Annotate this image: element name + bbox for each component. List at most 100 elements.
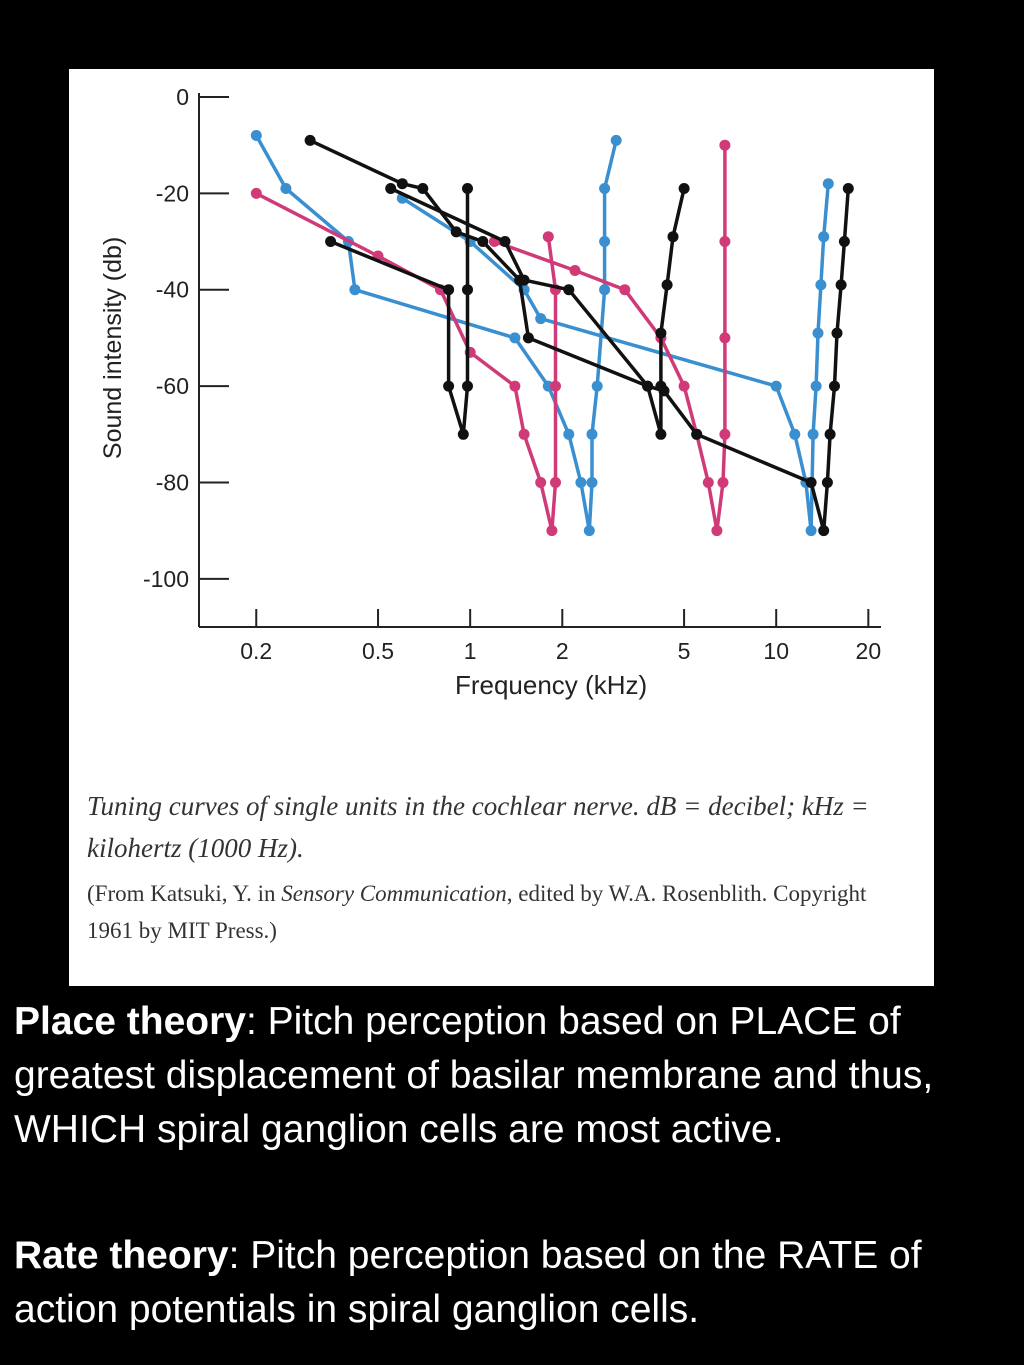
data-point bbox=[443, 380, 455, 392]
data-point bbox=[835, 279, 847, 291]
data-point bbox=[824, 428, 836, 440]
data-point bbox=[838, 236, 850, 247]
series-line-2 bbox=[401, 183, 831, 533]
data-point bbox=[818, 231, 830, 243]
data-point bbox=[831, 327, 843, 339]
y-tick-label: -20 bbox=[156, 180, 189, 206]
data-point bbox=[550, 380, 561, 392]
y-axis-label: Sound intensity (db) bbox=[99, 237, 127, 459]
data-point bbox=[325, 236, 337, 247]
data-point bbox=[619, 284, 631, 296]
data-point bbox=[462, 183, 473, 194]
data-point bbox=[450, 226, 462, 238]
data-point bbox=[280, 183, 292, 194]
x-tick-label: 0.2 bbox=[240, 638, 272, 664]
y-tick-label: -100 bbox=[143, 566, 189, 592]
data-point bbox=[250, 130, 262, 141]
y-tick-label: -80 bbox=[156, 469, 189, 495]
data-point bbox=[815, 279, 827, 291]
data-point bbox=[550, 477, 561, 488]
data-point bbox=[610, 134, 622, 146]
x-tick-label: 0.5 bbox=[362, 638, 394, 664]
place-theory-paragraph: Place theory: Pitch perception based on … bbox=[14, 995, 1019, 1157]
data-point bbox=[542, 231, 554, 243]
data-point bbox=[457, 428, 469, 440]
data-point bbox=[719, 139, 731, 151]
data-point bbox=[575, 477, 587, 488]
data-point bbox=[535, 313, 547, 325]
data-point bbox=[719, 236, 731, 247]
data-point bbox=[818, 525, 830, 537]
place-theory-text: : Pitch perception based on PLACE of gre… bbox=[14, 1000, 934, 1151]
data-point bbox=[655, 380, 667, 392]
data-point bbox=[711, 525, 723, 537]
x-tick-label: 20 bbox=[856, 638, 882, 664]
data-point bbox=[518, 428, 530, 440]
data-point bbox=[569, 265, 581, 276]
data-point bbox=[385, 183, 397, 194]
data-point bbox=[583, 525, 595, 537]
data-point bbox=[304, 134, 316, 146]
data-point bbox=[599, 284, 611, 296]
x-tick-label: 10 bbox=[763, 638, 789, 664]
x-tick-label: 5 bbox=[678, 638, 691, 664]
credit-suffix: , edited by W.A. Rosenblith. Copyright 1… bbox=[87, 881, 867, 943]
data-point bbox=[719, 332, 731, 344]
data-point bbox=[812, 327, 824, 339]
data-point bbox=[829, 380, 840, 392]
data-point bbox=[518, 274, 530, 286]
data-point bbox=[691, 428, 703, 440]
y-tick-label: 0 bbox=[176, 84, 189, 110]
data-point bbox=[349, 284, 361, 296]
data-point bbox=[821, 477, 833, 488]
data-point bbox=[563, 428, 575, 440]
data-point bbox=[509, 332, 521, 344]
data-point bbox=[655, 428, 667, 440]
data-point bbox=[462, 380, 473, 392]
data-point bbox=[522, 332, 534, 344]
data-point bbox=[717, 477, 729, 488]
data-point bbox=[509, 380, 521, 392]
credit-book-title: Sensory Communication bbox=[281, 881, 507, 906]
data-point bbox=[591, 380, 603, 392]
rate-theory-term: Rate theory bbox=[14, 1234, 229, 1277]
figure-credit: (From Katsuki, Y. in Sensory Communicati… bbox=[87, 875, 887, 949]
y-tick-label: -60 bbox=[156, 373, 189, 399]
x-axis-label: Frequency (kHz) bbox=[455, 670, 647, 700]
data-point bbox=[770, 380, 782, 392]
figure-caption: Tuning curves of single units in the coc… bbox=[87, 791, 869, 863]
data-point bbox=[678, 183, 690, 194]
x-tick-label: 1 bbox=[464, 638, 477, 664]
data-point bbox=[535, 477, 547, 488]
data-point bbox=[667, 231, 679, 243]
tuning-curves-chart: 0 -20 -40 -60 -80 -100 0.2 0.5 1 2 5 10 20 Frequency … bbox=[99, 84, 882, 700]
place-theory-term: Place theory bbox=[14, 1000, 246, 1043]
data-point bbox=[462, 284, 473, 296]
data-point bbox=[789, 428, 801, 440]
data-point bbox=[599, 236, 611, 247]
data-point bbox=[250, 187, 262, 199]
data-point bbox=[586, 477, 598, 488]
data-point bbox=[661, 279, 673, 291]
data-point bbox=[810, 380, 822, 392]
figure-panel: 0 -20 -40 -60 -80 -100 0.2 0.5 1 2 5 10 20 Frequency … bbox=[69, 69, 934, 986]
data-point bbox=[417, 183, 429, 194]
data-point bbox=[655, 327, 667, 339]
data-point bbox=[807, 428, 819, 440]
x-tick-label: 2 bbox=[556, 638, 569, 664]
y-tick-label: -40 bbox=[156, 277, 189, 303]
data-point bbox=[396, 178, 408, 190]
data-point bbox=[499, 236, 511, 247]
rate-theory-text: : Pitch perception based on the RATE of … bbox=[14, 1234, 922, 1331]
data-point bbox=[702, 477, 714, 488]
data-point bbox=[563, 284, 575, 296]
data-point bbox=[842, 183, 854, 194]
data-point bbox=[546, 525, 558, 537]
credit-prefix: (From Katsuki, Y. in bbox=[87, 881, 282, 906]
data-point bbox=[822, 178, 834, 190]
data-point bbox=[586, 428, 598, 440]
data-point bbox=[642, 380, 654, 392]
data-point bbox=[443, 284, 455, 296]
data-point bbox=[678, 380, 690, 392]
series-line-1 bbox=[254, 134, 618, 533]
